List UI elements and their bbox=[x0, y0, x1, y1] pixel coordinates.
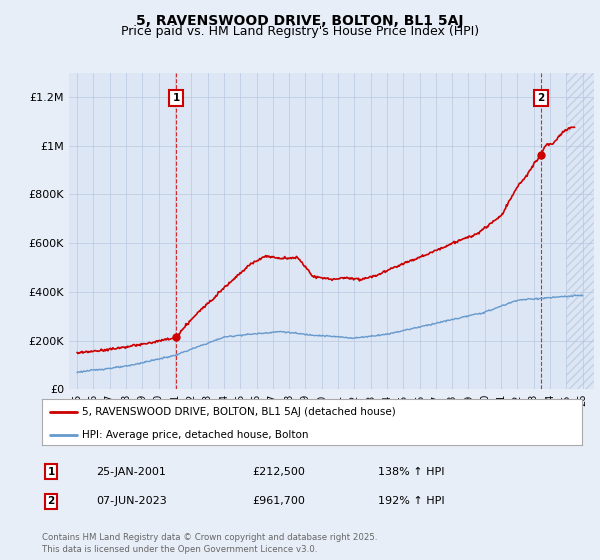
Text: Price paid vs. HM Land Registry's House Price Index (HPI): Price paid vs. HM Land Registry's House … bbox=[121, 25, 479, 38]
Text: 25-JAN-2001: 25-JAN-2001 bbox=[96, 466, 166, 477]
Text: 192% ↑ HPI: 192% ↑ HPI bbox=[378, 496, 445, 506]
Text: Contains HM Land Registry data © Crown copyright and database right 2025.
This d: Contains HM Land Registry data © Crown c… bbox=[42, 533, 377, 554]
Text: 2: 2 bbox=[537, 94, 544, 104]
Text: 138% ↑ HPI: 138% ↑ HPI bbox=[378, 466, 445, 477]
Text: 5, RAVENSWOOD DRIVE, BOLTON, BL1 5AJ (detached house): 5, RAVENSWOOD DRIVE, BOLTON, BL1 5AJ (de… bbox=[83, 407, 396, 417]
Text: 1: 1 bbox=[172, 94, 180, 104]
Text: 5, RAVENSWOOD DRIVE, BOLTON, BL1 5AJ: 5, RAVENSWOOD DRIVE, BOLTON, BL1 5AJ bbox=[136, 14, 464, 28]
Text: £212,500: £212,500 bbox=[252, 466, 305, 477]
Text: 2: 2 bbox=[47, 496, 55, 506]
Text: HPI: Average price, detached house, Bolton: HPI: Average price, detached house, Bolt… bbox=[83, 430, 309, 440]
Text: £961,700: £961,700 bbox=[252, 496, 305, 506]
Text: 1: 1 bbox=[47, 466, 55, 477]
Text: 07-JUN-2023: 07-JUN-2023 bbox=[96, 496, 167, 506]
